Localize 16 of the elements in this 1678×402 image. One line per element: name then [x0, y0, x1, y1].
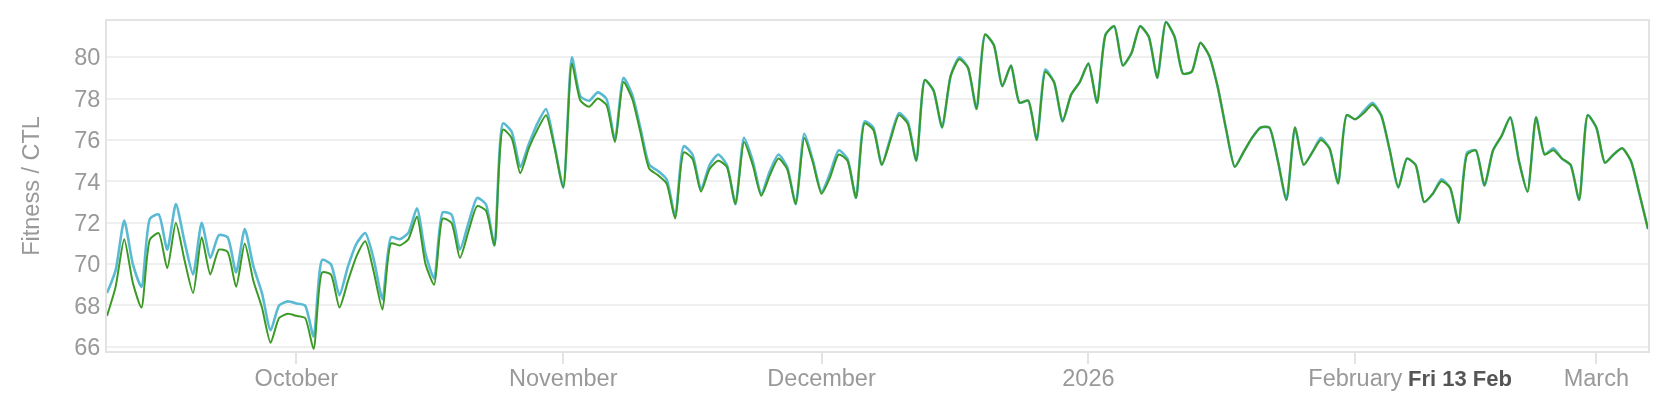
y-tick-label: 66: [74, 334, 101, 361]
x-tick-label: December: [767, 365, 876, 392]
y-tick-label: 80: [74, 44, 101, 71]
x-tick-label: March: [1563, 365, 1629, 392]
y-tick-label: 72: [74, 209, 101, 236]
y-tick-label: 74: [74, 168, 101, 195]
x-tick-label: October: [254, 365, 339, 392]
x-tick-label: November: [509, 365, 618, 392]
x-tick-label: 2026: [1062, 365, 1115, 392]
y-tick-label: 76: [74, 127, 101, 154]
y-tick-label: 70: [74, 251, 101, 278]
y-tick-label: 78: [74, 85, 101, 112]
text: Fri 13 Feb: [1408, 366, 1512, 391]
y-tick-label: 68: [74, 292, 101, 319]
y-axis-title: Fitness / CTL: [17, 116, 44, 256]
x-tick-label: February: [1308, 365, 1403, 392]
